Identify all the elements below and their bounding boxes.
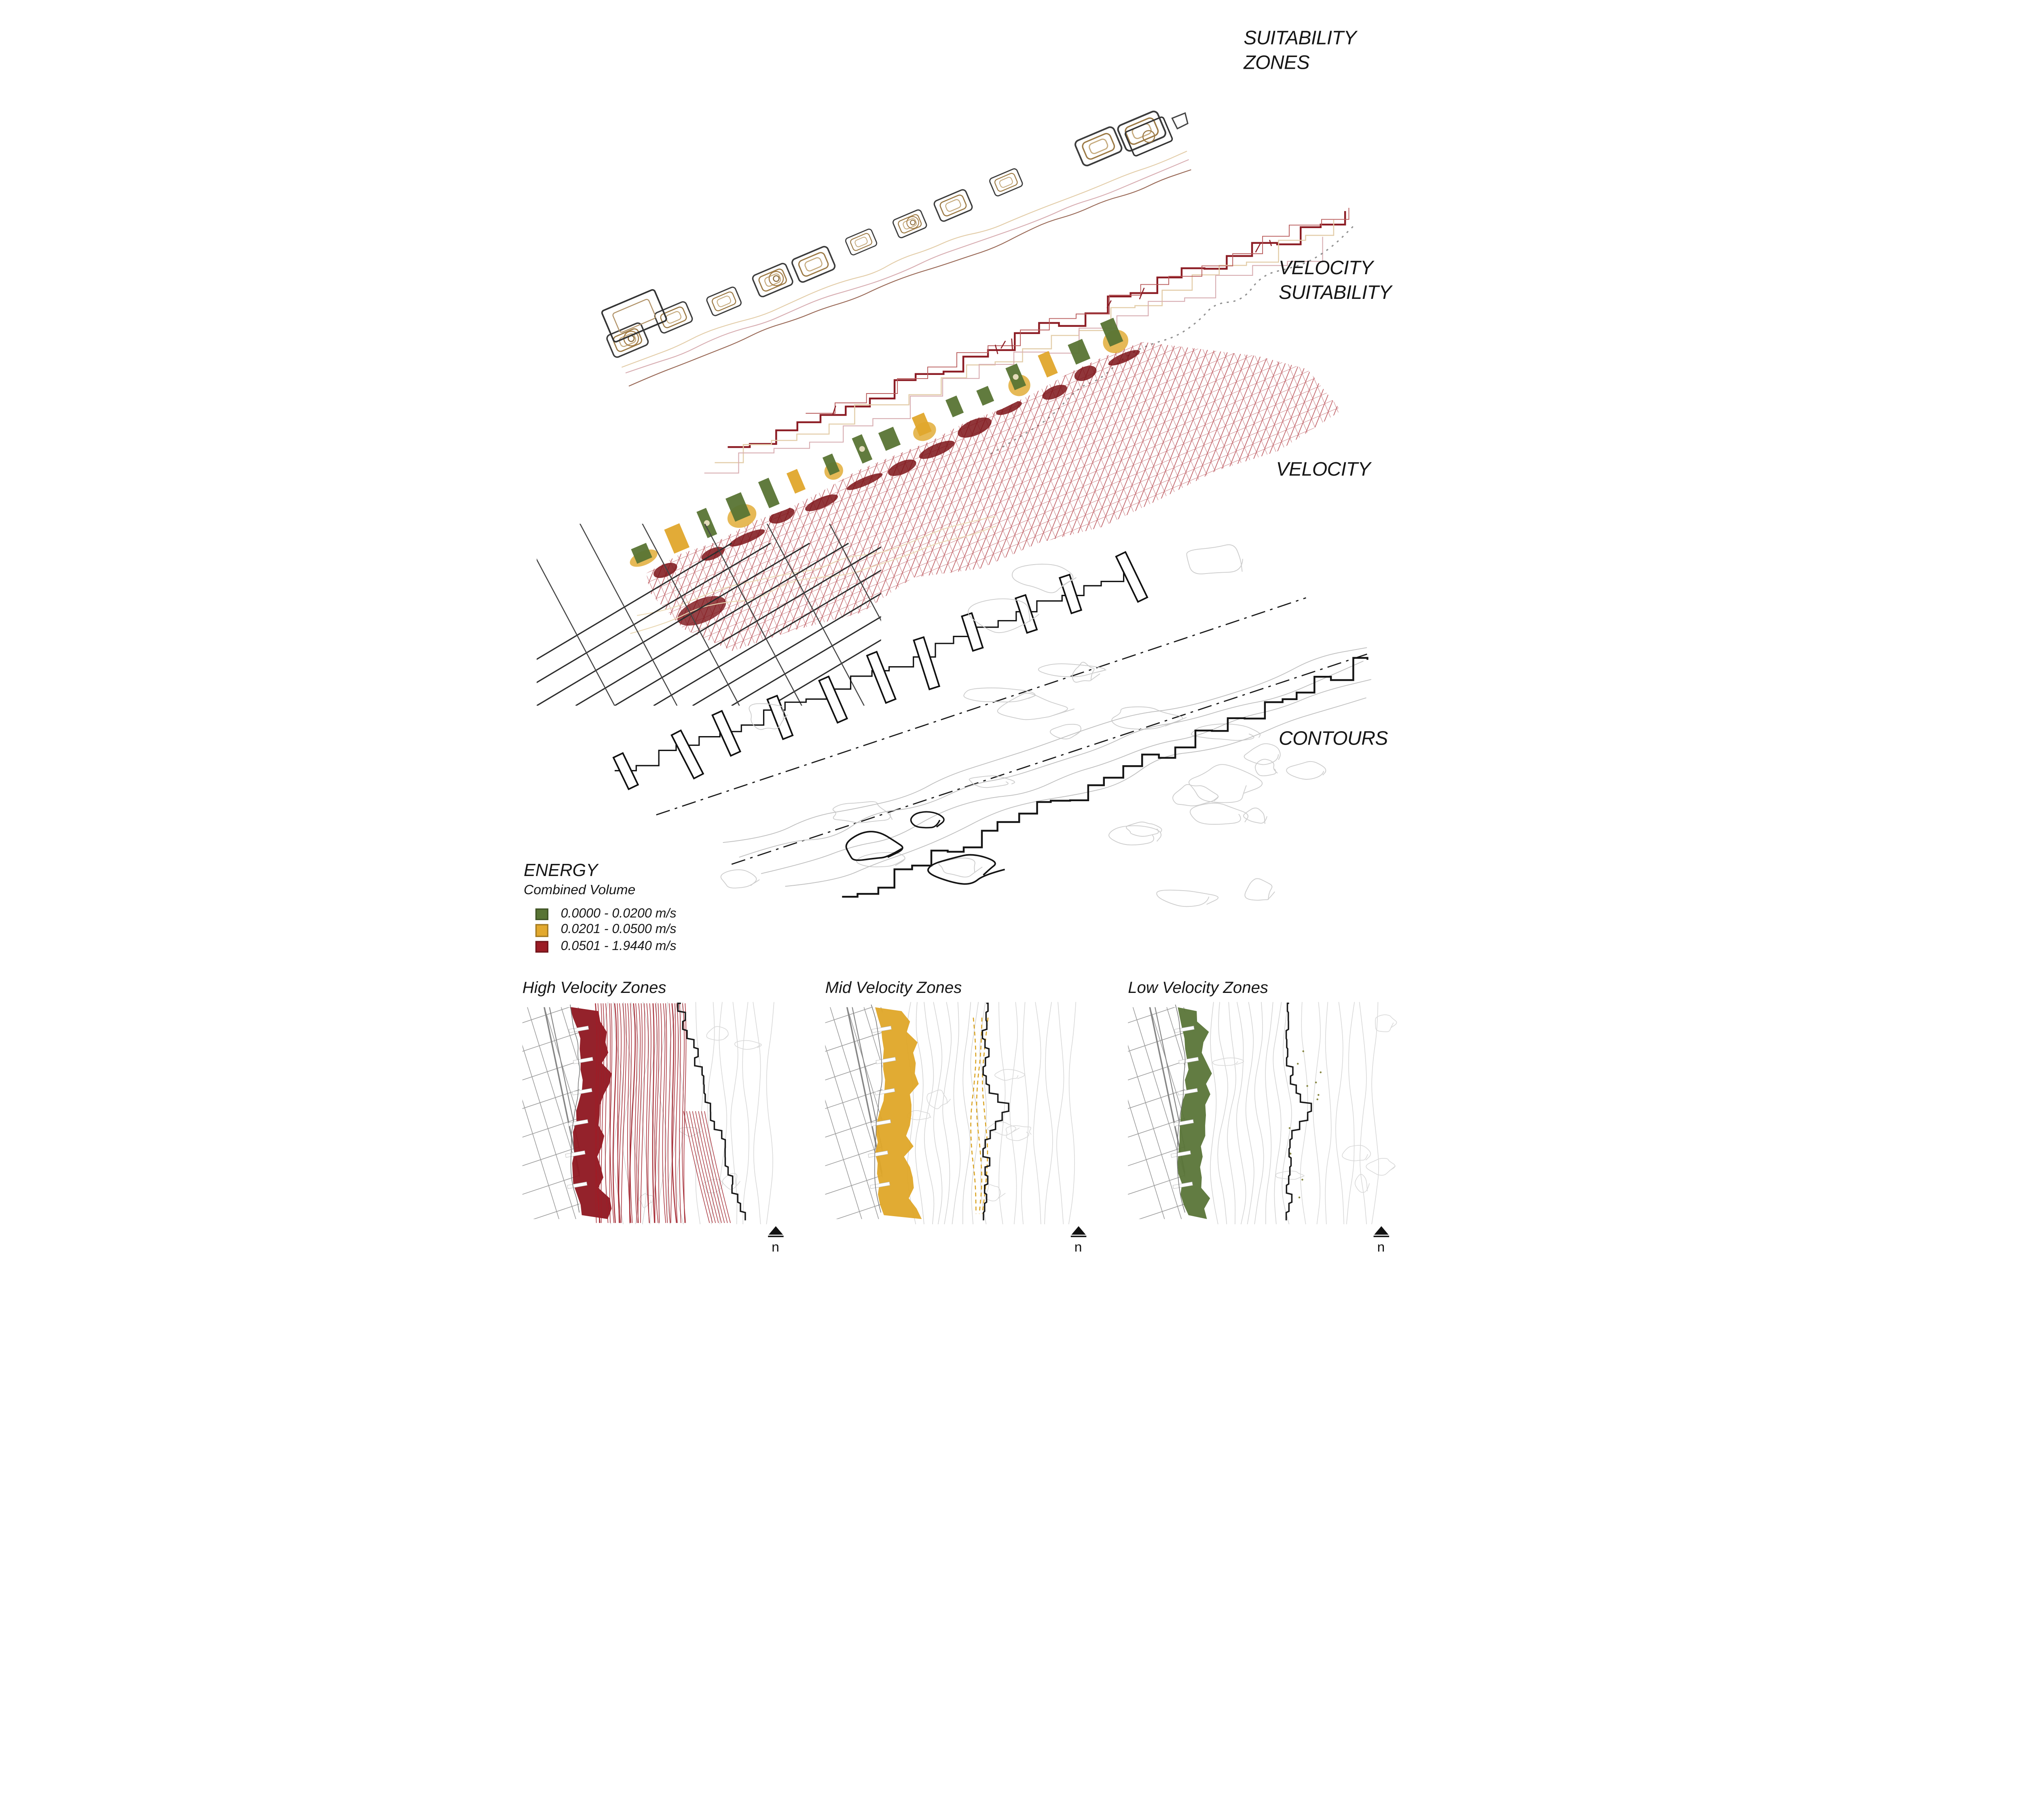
legend-subtitle: Combined Volume [523, 882, 636, 898]
mid-velocity-map [825, 1002, 1077, 1225]
svg-text:n: n [772, 1239, 779, 1255]
legend-title: ENERGY [523, 860, 598, 880]
velocity-suitability-layer-drawing [704, 207, 1354, 474]
legend-rows: 0.0000 - 0.0200 m/s 0.0201 - 0.0500 m/s … [524, 906, 676, 955]
layer-label-velocity-suitability: VELOCITY SUITABILITY [1278, 257, 1392, 305]
legend-range-label: 0.0000 - 0.0200 m/s [560, 907, 677, 921]
exploded-axon-diagram: SUITABILITY ZONES VELOCITY SUITABILITY V… [522, 27, 1398, 1258]
svg-text:n: n [1074, 1239, 1082, 1255]
map-title: High Velocity Zones [522, 978, 666, 997]
legend-range-label: 0.0501 - 1.9440 m/s [560, 939, 677, 954]
layer-label-velocity: VELOCITY [1276, 459, 1371, 481]
north-arrow-icon: n [768, 1226, 784, 1255]
velocity-layer-drawing [630, 317, 1341, 651]
map-panel-high-velocity: High Velocity Zones n [522, 979, 793, 1258]
legend-swatch-green [535, 908, 548, 921]
map-title: Low Velocity Zones [1128, 978, 1269, 997]
map-panel-low-velocity: Low Velocity Zones n [1128, 979, 1398, 1258]
svg-text:n: n [1377, 1239, 1385, 1255]
legend-row: 0.0201 - 0.0500 m/s [524, 922, 676, 938]
north-arrow-icon: n [1070, 1226, 1087, 1255]
energy-legend: ENERGY Combined Volume 0.0000 - 0.0200 m… [524, 860, 676, 954]
north-arrow-icon: n [1373, 1226, 1390, 1255]
legend-row: 0.0000 - 0.0200 m/s [524, 906, 676, 922]
high-velocity-map [522, 1002, 774, 1225]
contours-layer-drawing [537, 523, 1371, 907]
layer-label-suitability-zones: SUITABILITY ZONES [1244, 27, 1356, 74]
suitability-zones-layer-drawing [601, 110, 1191, 387]
low-velocity-map [1128, 1002, 1397, 1225]
map-panel-mid-velocity: Mid Velocity Zones n [825, 979, 1095, 1258]
legend-swatch-yellow [535, 924, 548, 937]
legend-row: 0.0501 - 1.9440 m/s [524, 938, 676, 954]
legend-range-label: 0.0201 - 0.0500 m/s [560, 923, 677, 938]
legend-swatch-red [535, 940, 548, 953]
layer-label-contours: CONTOURS [1278, 728, 1388, 750]
map-title: Mid Velocity Zones [825, 978, 962, 997]
